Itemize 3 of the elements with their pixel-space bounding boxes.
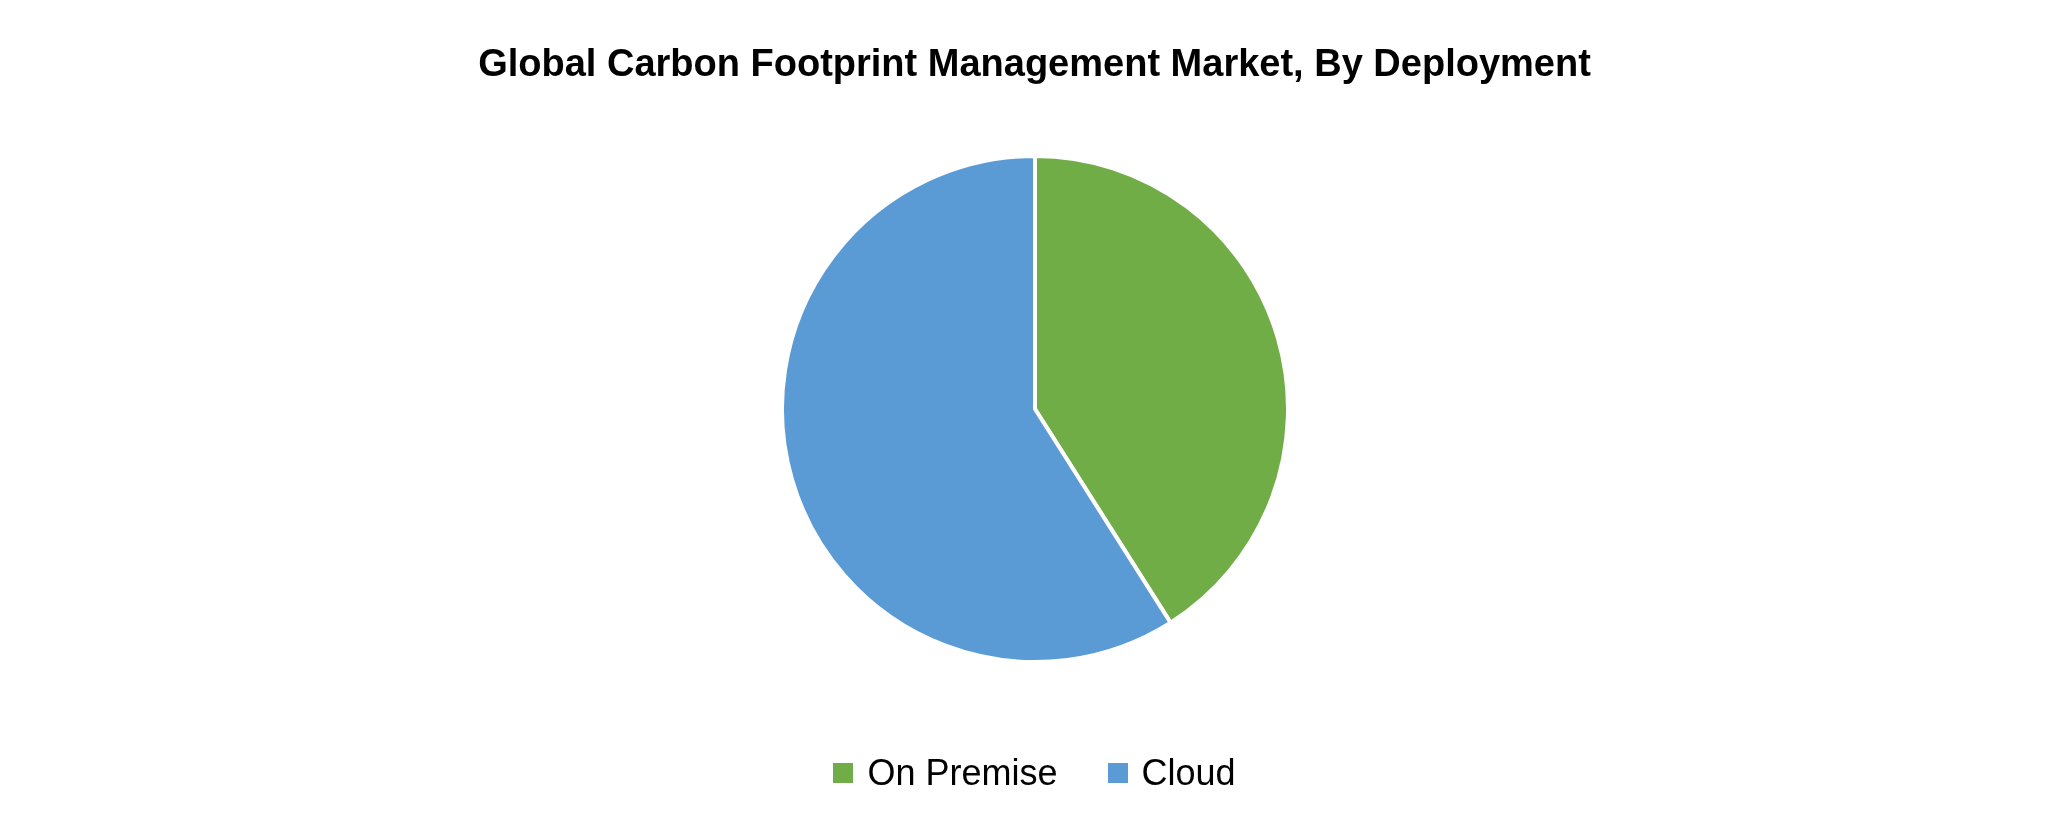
legend-label: Cloud (1141, 752, 1236, 794)
chart-title: Global Carbon Footprint Management Market, By Deployment (477, 42, 1592, 85)
legend-label: On Premise (867, 752, 1058, 794)
